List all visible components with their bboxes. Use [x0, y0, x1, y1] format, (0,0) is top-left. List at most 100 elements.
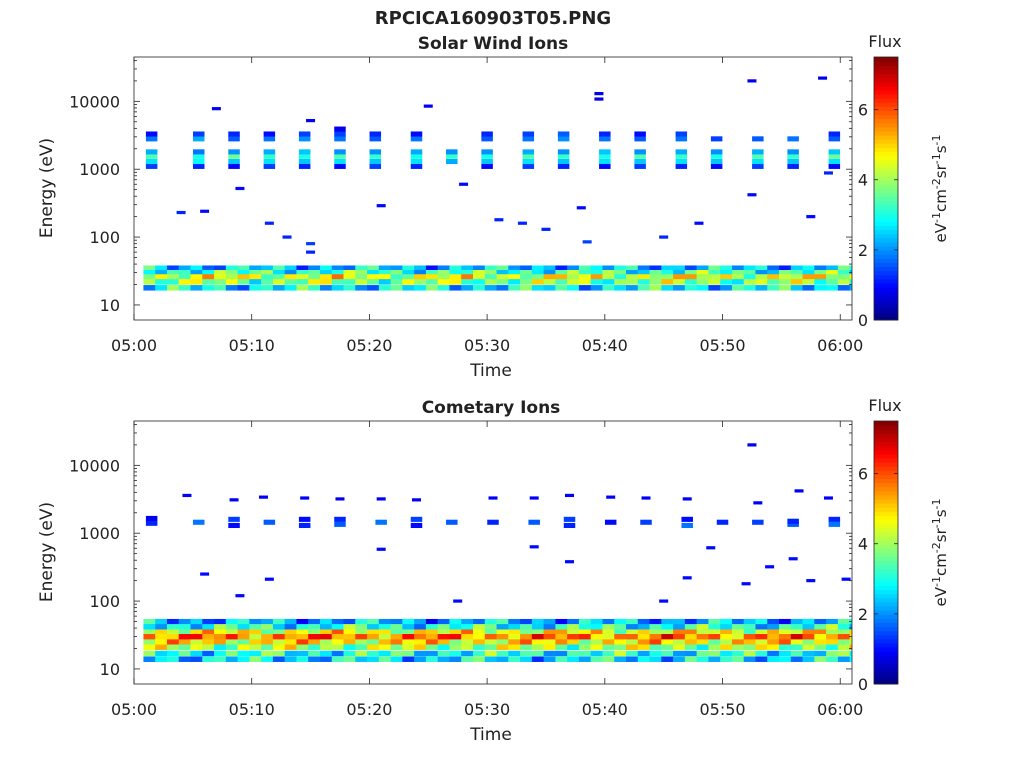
colorbar-segment	[874, 605, 898, 611]
heatmap-cell	[673, 285, 686, 291]
heatmap-cell	[578, 639, 592, 645]
heatmap-cell	[508, 656, 521, 662]
burst-cell	[787, 153, 799, 159]
heatmap-cell	[814, 270, 827, 276]
heatmap-cell	[531, 279, 545, 285]
heatmap-cell	[508, 639, 521, 645]
colorbar-segment	[874, 573, 898, 578]
heatmap-cell	[249, 624, 262, 630]
heatmap-cell	[367, 639, 380, 645]
heatmap-cell	[414, 650, 427, 657]
burst-cell	[563, 516, 576, 522]
heatmap-cell	[826, 274, 839, 280]
heatmap-cell	[614, 274, 627, 280]
heatmap-cell	[614, 656, 627, 662]
heatmap-cell	[414, 644, 427, 651]
heatmap-cell	[779, 274, 792, 280]
colorbar-segment	[874, 663, 898, 669]
heatmap-cell	[355, 639, 368, 645]
x-tick-label: 05:00	[111, 700, 157, 719]
heatmap-cell	[826, 618, 839, 625]
point-mark	[335, 497, 345, 501]
colorbar-segment	[874, 278, 898, 284]
heatmap-cell	[826, 270, 839, 276]
burst-cell	[752, 163, 764, 169]
heatmap-cell	[378, 634, 391, 640]
heatmap-cell	[461, 650, 474, 657]
point-mark	[818, 76, 828, 80]
burst-cell	[557, 149, 570, 155]
heatmap-cell	[249, 634, 262, 640]
point-mark	[841, 577, 851, 581]
heatmap-cell	[543, 634, 556, 640]
heatmap-cell	[437, 624, 450, 630]
heatmap-cell	[826, 644, 839, 651]
heatmap-cell	[602, 624, 615, 630]
heatmap-cell	[673, 629, 686, 635]
heatmap-cell	[849, 656, 852, 662]
heatmap-cell	[308, 629, 321, 635]
heatmap-cell	[296, 279, 309, 285]
heatmap-cell	[166, 270, 180, 276]
heatmap-cell	[461, 629, 474, 635]
heatmap-cell	[472, 285, 486, 291]
heatmap-cell	[343, 656, 356, 662]
heatmap-cell	[626, 265, 639, 271]
heatmap-cell	[472, 650, 486, 657]
heatmap-cell	[178, 656, 191, 662]
heatmap-cell	[449, 656, 462, 662]
heatmap-cell	[496, 650, 509, 657]
heatmap-cell	[531, 624, 545, 630]
heatmap-cell	[496, 656, 509, 662]
heatmap-cell	[202, 265, 215, 271]
heatmap-cell	[249, 285, 262, 291]
heatmap-cell	[190, 644, 203, 651]
heatmap-cell	[308, 650, 321, 657]
colorbar-segment	[874, 114, 898, 120]
heatmap-cell	[472, 644, 486, 651]
heatmap-cell	[308, 634, 321, 640]
heatmap-cell	[602, 279, 615, 285]
heatmap-cell	[673, 624, 686, 630]
heatmap-cell	[531, 629, 545, 635]
heatmap-cell	[143, 650, 156, 657]
colorbar-segment	[874, 65, 898, 70]
heatmap-cell	[520, 265, 533, 271]
heatmap-cell	[543, 624, 556, 630]
colorbar-segment	[874, 531, 898, 537]
heatmap-cell	[555, 650, 568, 657]
heatmap-cell	[261, 634, 274, 640]
heatmap-cell	[684, 265, 698, 271]
heatmap-cell	[743, 634, 756, 640]
plot-area	[143, 443, 852, 662]
burst-cell	[787, 149, 799, 155]
heatmap-cell	[202, 629, 215, 635]
heatmap-cell	[272, 639, 286, 645]
point-mark	[459, 182, 469, 186]
heatmap-cell	[496, 274, 509, 280]
colorbar-segment	[874, 655, 898, 660]
colorbar-segment	[874, 462, 898, 467]
heatmap-cell	[567, 624, 580, 630]
colorbar-segment	[874, 69, 898, 74]
colorbar-title: Flux	[868, 32, 901, 51]
burst-cell	[334, 136, 346, 142]
colorbar-segment	[874, 647, 898, 652]
colorbar-tick-label: 6	[858, 465, 868, 484]
heatmap-cell	[261, 265, 274, 271]
colorbar-segment	[874, 188, 898, 194]
burst-cell	[192, 158, 205, 165]
heatmap-cell	[520, 634, 533, 640]
heatmap-cell	[696, 274, 709, 280]
burst-cell	[446, 149, 458, 155]
heatmap-cell	[437, 629, 450, 635]
heatmap-cell	[178, 650, 191, 657]
heatmap-cell	[343, 624, 356, 630]
heatmap-cell	[637, 285, 650, 291]
heatmap-cell	[790, 279, 803, 285]
heatmap-cell	[578, 650, 592, 657]
heatmap-cell	[578, 634, 592, 640]
colorbar-segment	[874, 139, 898, 144]
heatmap-cell	[708, 639, 721, 645]
heatmap-cell	[319, 279, 333, 285]
